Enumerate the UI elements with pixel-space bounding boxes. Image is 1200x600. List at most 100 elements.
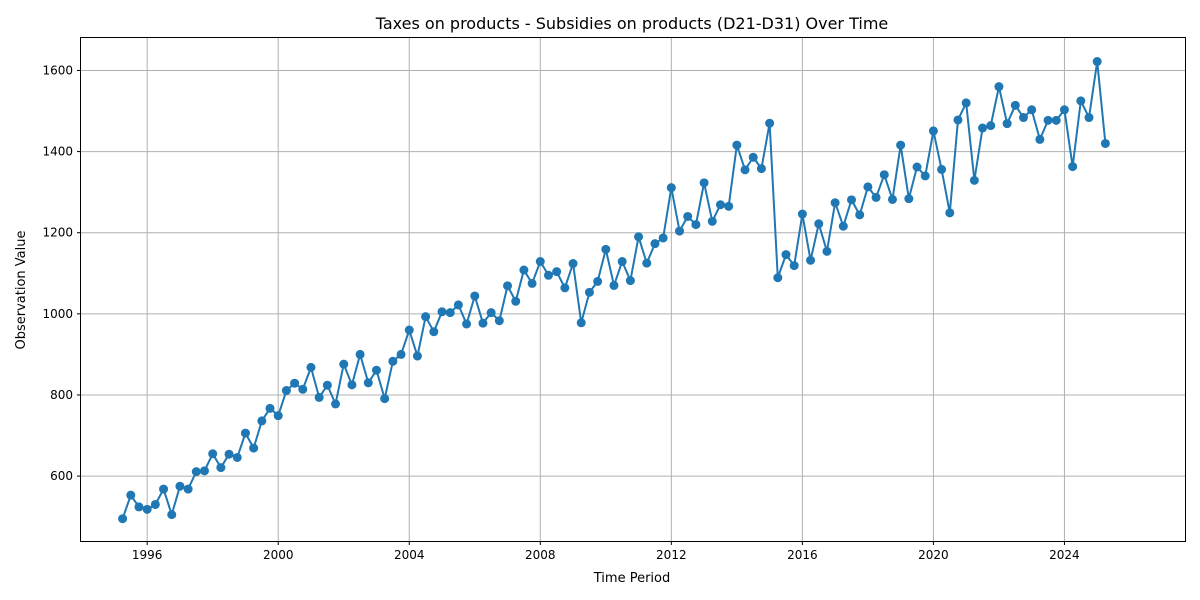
data-point <box>552 267 562 277</box>
data-point <box>412 351 422 361</box>
data-point <box>773 273 783 283</box>
data-point <box>920 171 930 181</box>
data-point <box>748 152 758 162</box>
data-point <box>658 233 668 243</box>
data-point <box>216 463 226 473</box>
y-tick-label: 1400 <box>42 145 73 159</box>
data-point <box>273 411 283 421</box>
data-point <box>765 118 775 128</box>
data-point <box>576 318 586 328</box>
data-point <box>363 378 373 388</box>
data-point <box>789 261 799 271</box>
data-point <box>265 403 275 413</box>
data-point <box>568 259 578 269</box>
data-point <box>912 162 922 172</box>
data-point <box>281 386 291 396</box>
data-point <box>134 502 144 512</box>
data-point <box>1027 105 1037 115</box>
data-point <box>257 416 267 426</box>
data-point <box>175 481 185 491</box>
data-point <box>961 98 971 108</box>
data-point <box>421 312 431 322</box>
data-point <box>470 291 480 301</box>
data-point <box>331 399 341 409</box>
data-point <box>519 265 529 275</box>
data-point <box>978 123 988 133</box>
data-point <box>675 226 685 236</box>
data-series <box>118 57 1110 524</box>
data-point <box>879 170 889 180</box>
data-point <box>388 356 398 366</box>
data-point <box>142 504 152 514</box>
data-point <box>683 211 693 221</box>
data-point <box>634 232 644 242</box>
data-point <box>191 467 201 477</box>
data-point <box>584 287 594 297</box>
data-point <box>118 514 128 524</box>
y-tick-label: 1200 <box>42 226 73 240</box>
data-point <box>355 349 365 359</box>
data-point <box>937 164 947 174</box>
data-point <box>478 318 488 328</box>
data-point <box>535 257 545 267</box>
data-point <box>969 175 979 185</box>
x-tick-label: 1996 <box>132 548 163 562</box>
y-tick-label: 1000 <box>42 307 73 321</box>
grid-lines <box>81 38 1185 541</box>
data-point <box>740 165 750 175</box>
series-line <box>121 60 1107 520</box>
data-point <box>396 349 406 359</box>
x-tick-label: 2012 <box>656 548 687 562</box>
data-point <box>625 276 635 286</box>
data-point <box>994 82 1004 92</box>
chart-title: Taxes on products - Subsidies on product… <box>375 14 889 33</box>
data-point <box>126 490 136 500</box>
y-axis-label: Observation Value <box>14 231 29 350</box>
data-point <box>404 325 414 335</box>
data-point <box>945 208 955 218</box>
data-point <box>1068 162 1078 172</box>
y-tick-label: 1600 <box>42 63 73 77</box>
data-point <box>306 362 316 372</box>
data-point <box>1043 115 1053 125</box>
data-point <box>896 140 906 150</box>
data-point <box>240 428 250 438</box>
data-point <box>986 121 996 131</box>
data-point <box>167 510 177 520</box>
data-point <box>707 216 717 226</box>
data-point <box>1018 113 1028 123</box>
data-point <box>863 182 873 192</box>
data-point <box>806 255 816 265</box>
data-point <box>855 210 865 220</box>
axis-ticks: 1996 2000 2004 2008 2012 2016 2020 2024 600 800 10… <box>42 63 1079 562</box>
data-point <box>1084 113 1094 123</box>
data-point <box>724 201 734 211</box>
data-point <box>838 221 848 231</box>
data-point <box>1059 105 1069 115</box>
data-point <box>150 499 160 509</box>
data-point <box>609 280 619 290</box>
plot-frame <box>80 37 1186 542</box>
data-point <box>200 466 209 476</box>
data-point <box>511 296 521 306</box>
data-point <box>781 250 791 260</box>
data-point <box>928 126 938 136</box>
data-point <box>691 220 701 230</box>
data-point <box>462 319 472 329</box>
data-point <box>1051 115 1061 125</box>
data-point <box>232 452 242 462</box>
data-point <box>437 307 447 317</box>
data-point <box>347 380 357 390</box>
data-point <box>666 183 676 193</box>
data-point <box>249 443 259 453</box>
data-point <box>797 209 807 219</box>
x-tick-label: 2008 <box>525 548 556 562</box>
x-tick-label: 2016 <box>787 548 818 562</box>
data-point <box>887 194 897 204</box>
data-point <box>601 244 611 254</box>
data-point <box>1010 100 1020 110</box>
data-point <box>715 200 725 210</box>
data-point <box>298 384 308 394</box>
data-point <box>830 198 840 208</box>
